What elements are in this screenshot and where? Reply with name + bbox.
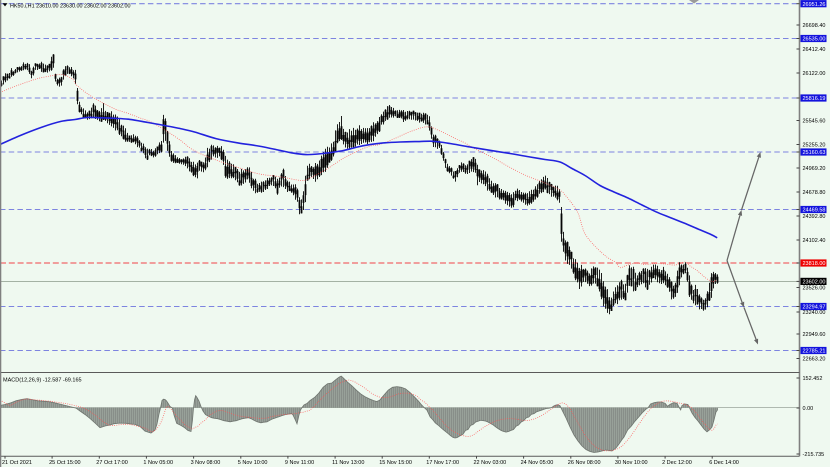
svg-text:25 Oct 15:00: 25 Oct 15:00 [49, 460, 81, 466]
svg-text:-215.735: -215.735 [803, 452, 825, 458]
svg-text:26412.40: 26412.40 [803, 47, 826, 53]
svg-text:HK50.i,H1 23610.00 23630.00 2: HK50.i,H1 23610.00 23630.00 23602.00 236… [10, 3, 131, 9]
svg-text:23526.00: 23526.00 [803, 286, 826, 292]
svg-text:24392.80: 24392.80 [803, 214, 826, 220]
svg-text:23602.00: 23602.00 [803, 280, 826, 286]
svg-text:24969.20: 24969.20 [803, 166, 826, 172]
svg-text:22663.20: 22663.20 [803, 357, 826, 363]
svg-text:22 Nov 03:00: 22 Nov 03:00 [474, 460, 507, 466]
svg-text:17 Nov 17:00: 17 Nov 17:00 [426, 460, 459, 466]
svg-text:25545.60: 25545.60 [803, 119, 826, 125]
svg-text:6 Dec 14:00: 6 Dec 14:00 [709, 460, 739, 466]
svg-text:24469.58: 24469.58 [803, 208, 826, 214]
svg-text:27 Oct 17:00: 27 Oct 17:00 [96, 460, 128, 466]
svg-text:23818.00: 23818.00 [803, 261, 826, 267]
svg-text:0.00: 0.00 [803, 406, 814, 412]
svg-text:26951.26: 26951.26 [803, 2, 826, 8]
svg-text:23294.97: 23294.97 [803, 305, 826, 311]
svg-text:26698.40: 26698.40 [803, 23, 826, 29]
svg-text:5 Nov 10:00: 5 Nov 10:00 [238, 460, 268, 466]
svg-text:22949.60: 22949.60 [803, 332, 826, 338]
svg-text:22785.21: 22785.21 [803, 349, 826, 355]
svg-text:24102.40: 24102.40 [803, 238, 826, 244]
svg-text:30 Nov 10:00: 30 Nov 10:00 [615, 460, 648, 466]
svg-text:24 Nov 05:00: 24 Nov 05:00 [521, 460, 554, 466]
svg-text:MACD(12,26,9) -12.587 -69.165: MACD(12,26,9) -12.587 -69.165 [3, 378, 82, 384]
svg-text:3 Nov 08:00: 3 Nov 08:00 [191, 460, 221, 466]
svg-text:26 Nov 08:00: 26 Nov 08:00 [568, 460, 601, 466]
svg-text:25160.63: 25160.63 [803, 150, 826, 156]
svg-text:2 Dec 12:00: 2 Dec 12:00 [662, 460, 692, 466]
svg-text:24678.80: 24678.80 [803, 190, 826, 196]
svg-text:11 Nov 13:00: 11 Nov 13:00 [332, 460, 364, 466]
svg-text:21 Oct 2021: 21 Oct 2021 [2, 460, 32, 466]
svg-text:25816.19: 25816.19 [803, 96, 826, 102]
svg-text:26535.00: 26535.00 [803, 37, 826, 43]
svg-text:1 Nov 05:00: 1 Nov 05:00 [143, 460, 173, 466]
svg-text:9 Nov 11:00: 9 Nov 11:00 [285, 460, 314, 466]
svg-text:25255.20: 25255.20 [803, 143, 826, 149]
svg-text:23240.00: 23240.00 [803, 310, 826, 316]
svg-text:152.452: 152.452 [803, 376, 823, 382]
svg-text:26122.00: 26122.00 [803, 71, 826, 77]
svg-text:15 Nov 15:00: 15 Nov 15:00 [379, 460, 412, 466]
